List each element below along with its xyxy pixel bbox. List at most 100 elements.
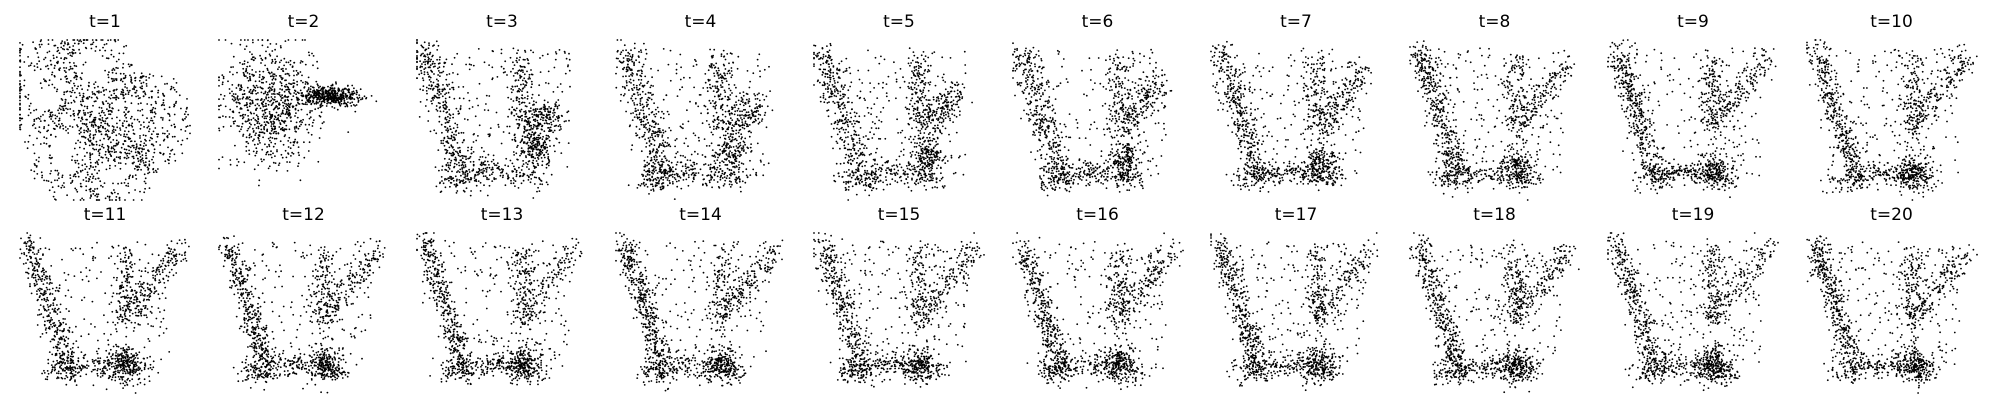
scatter-point [70, 95, 72, 97]
scatter-point [473, 65, 475, 67]
scatter-point [95, 131, 97, 133]
scatter-point [543, 155, 545, 157]
scatter-point [60, 78, 62, 80]
scatter-point [456, 180, 458, 182]
scatter-point [20, 118, 22, 120]
scatter-point [19, 89, 21, 91]
scatter-point [643, 126, 645, 128]
scatter-point [277, 132, 279, 134]
scatter-point [98, 130, 100, 132]
scatter-point [147, 166, 149, 168]
scatter-point [731, 130, 733, 132]
scatter-point [248, 73, 250, 75]
scatter-point [569, 86, 571, 88]
scatter-point [461, 168, 463, 170]
scatter-point [545, 119, 547, 121]
scatter-point [701, 122, 703, 124]
scatter-point [261, 131, 263, 133]
scatter-point [69, 82, 71, 84]
scatter-point [167, 147, 169, 149]
scatter-point [541, 183, 543, 185]
scatter-point [331, 106, 333, 108]
scatter-point [627, 64, 629, 66]
scatter-point [615, 73, 617, 75]
scatter-point [72, 113, 74, 115]
scatter-point [564, 121, 566, 123]
scatter-point [108, 58, 110, 60]
scatter-point [516, 99, 518, 101]
scatter-point [126, 158, 128, 160]
scatter-point [124, 120, 126, 122]
scatter-point [520, 89, 522, 91]
scatter-point [479, 156, 481, 158]
scatter-point [653, 126, 655, 128]
scatter-point [541, 152, 543, 154]
scatter-point [430, 100, 432, 102]
scatter-point [124, 148, 126, 150]
scatter-point [640, 69, 642, 71]
scatter-point [48, 110, 50, 112]
scatter-point [503, 131, 505, 133]
scatter-point [75, 176, 77, 178]
scatter-point [432, 99, 434, 101]
scatter-point [95, 149, 97, 151]
scatter-point [293, 126, 295, 128]
scatter-point [218, 117, 220, 119]
scatter-point [109, 105, 111, 107]
scatter-point [755, 103, 757, 105]
scatter-point [239, 89, 241, 91]
scatter-point [554, 130, 556, 132]
scatter-point [132, 156, 134, 158]
scatter-point [116, 61, 118, 63]
scatter-point [622, 57, 624, 59]
scatter-point [431, 86, 433, 88]
scatter-point [86, 106, 88, 108]
scatter-point [128, 192, 130, 194]
scatter-point [554, 67, 556, 69]
scatter-point [261, 110, 263, 112]
scatter-point [642, 182, 644, 184]
scatter-point [514, 137, 516, 139]
scatter-point [704, 73, 706, 75]
scatter-point [710, 88, 712, 90]
scatter-point [738, 167, 740, 169]
scatter-point [551, 130, 553, 132]
scatter-point [529, 139, 531, 141]
scatter-point [240, 128, 242, 130]
scatter-point [517, 90, 519, 92]
scatter-point [741, 180, 743, 182]
scatter-point [265, 103, 267, 105]
scatter-point [365, 97, 367, 99]
scatter-point [693, 87, 695, 89]
scatter-point [631, 144, 633, 146]
scatter-point [294, 130, 296, 132]
scatter-point [36, 63, 38, 65]
scatter-point [278, 162, 280, 164]
scatter-point [271, 93, 273, 95]
scatter-point [717, 119, 719, 121]
scatter-point [96, 39, 98, 41]
scatter-point [67, 53, 69, 55]
scatter-point [243, 73, 245, 75]
scatter-point [544, 146, 546, 148]
scatter-point [535, 166, 537, 168]
scatter-point [753, 93, 755, 95]
scatter-point [305, 102, 307, 104]
scatter-point [261, 149, 263, 151]
scatter-point [77, 39, 79, 41]
scatter-point [492, 50, 494, 52]
scatter-point [270, 89, 272, 91]
scatter-point [670, 162, 672, 164]
scatter-point [475, 115, 477, 117]
scatter-point [135, 178, 137, 180]
scatter-point [663, 145, 665, 147]
scatter-point [695, 64, 697, 66]
scatter-point [108, 125, 110, 127]
scatter-point [760, 120, 762, 122]
scatter-point [270, 96, 272, 98]
scatter-point [437, 80, 439, 82]
scatter-point [735, 133, 737, 135]
scatter-point [164, 108, 166, 110]
scatter-point [103, 138, 105, 140]
scatter-point [250, 136, 252, 138]
